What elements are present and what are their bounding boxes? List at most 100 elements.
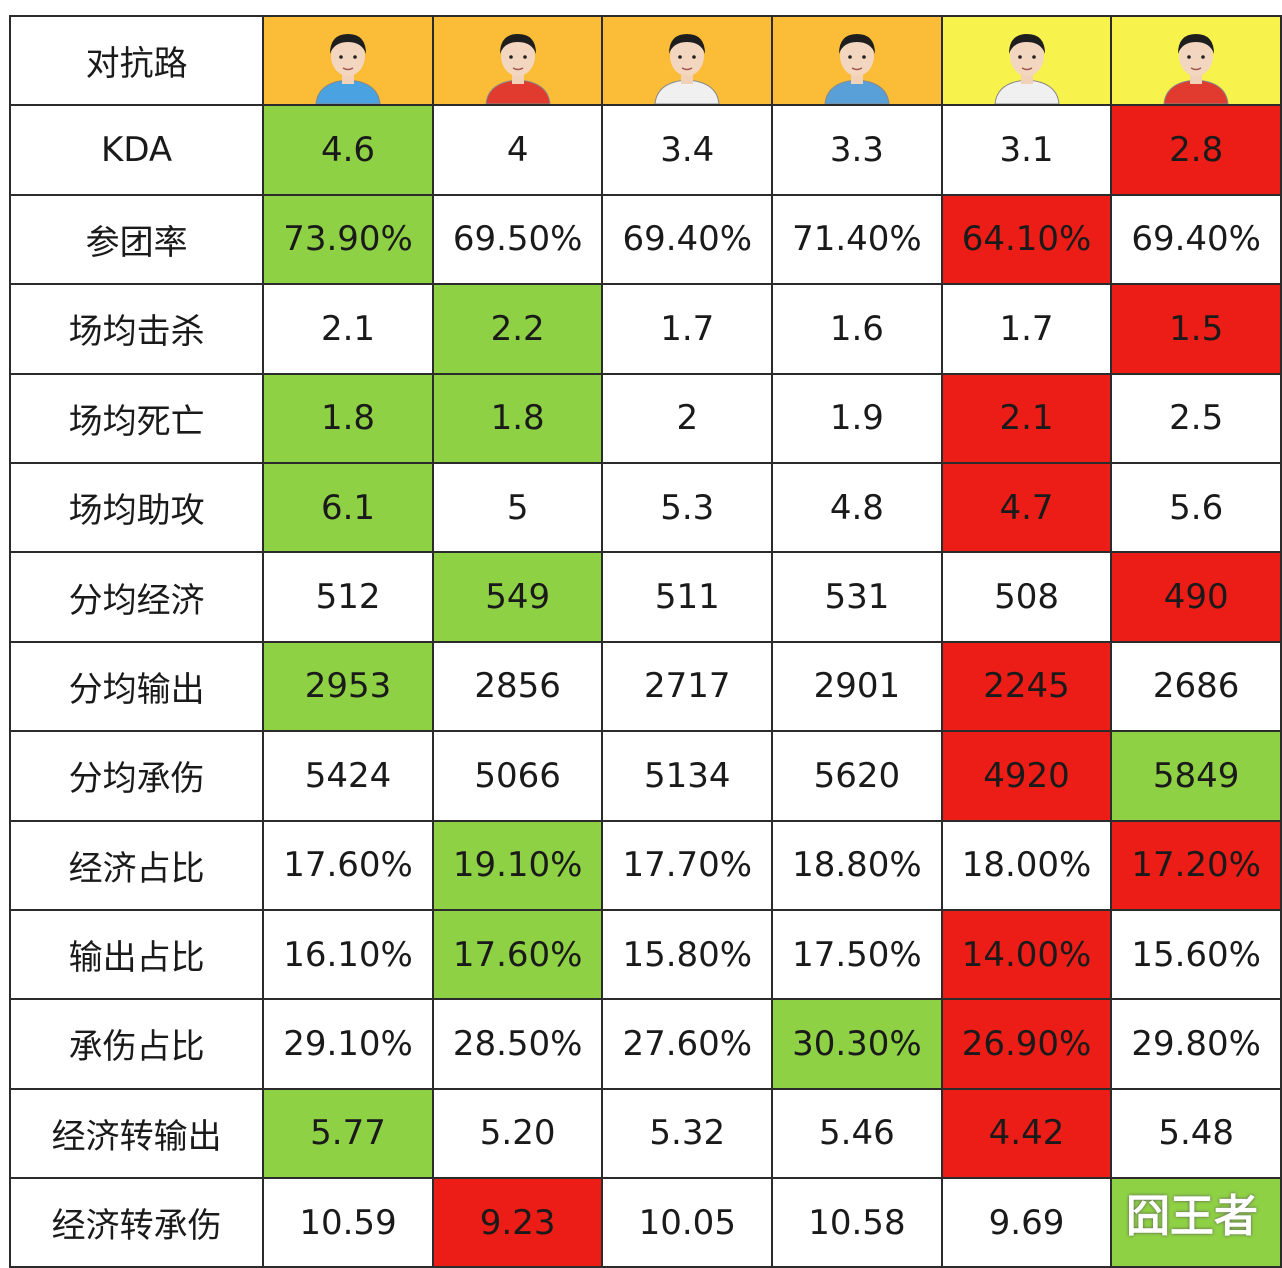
stat-cell: 5.20 [431, 1087, 604, 1180]
stat-cell: 15.80% [601, 908, 774, 1001]
stat-cell: 17.20% [1110, 819, 1282, 911]
player-avatar-1 [262, 14, 434, 107]
stat-cell: 3.4 [601, 104, 774, 196]
stat-cell: 5.3 [601, 461, 774, 554]
row-label: 场均死亡 [8, 372, 265, 464]
stat-cell: 10.05 [601, 1177, 774, 1268]
stat-cell: 19.10% [431, 819, 604, 911]
player-avatar-4 [771, 14, 943, 107]
stats-table: 对抗路 KDA 4.6 4 3.4 3.3 3.1 2.8 参团率 73.90% 69.50% 69… [8, 14, 1282, 1268]
table-row: 经济转输出 5.77 5.20 5.32 5.46 4.42 5.48 [8, 1087, 1282, 1180]
player-portrait-icon [994, 33, 1059, 104]
stat-cell: 2.1 [940, 372, 1113, 464]
stat-cell: 2856 [431, 640, 604, 733]
stat-cell: 4.6 [262, 104, 434, 196]
player-avatar-2 [431, 14, 604, 107]
stat-cell: 17.70% [601, 819, 774, 911]
stat-cell: 2 [601, 372, 774, 464]
row-label: 场均助攻 [8, 461, 265, 554]
table-row: 分均输出 2953 2856 2717 2901 2245 2686 [8, 640, 1282, 733]
stat-cell: 4.8 [771, 461, 943, 554]
stat-cell: 549 [431, 551, 604, 643]
stat-cell: 2686 [1110, 640, 1282, 733]
row-label: 分均经济 [8, 551, 265, 643]
stat-cell: 69.40% [1110, 193, 1282, 286]
row-label: 输出占比 [8, 908, 265, 1001]
stat-cell: 73.90% [262, 193, 434, 286]
stat-cell: 508 [940, 551, 1113, 643]
stat-cell: 4 [431, 104, 604, 196]
stat-cell: 69.40% [601, 193, 774, 286]
row-label: 参团率 [8, 193, 265, 286]
stat-cell: 17.60% [262, 819, 434, 911]
stat-cell: 2.2 [431, 283, 604, 375]
stat-cell: 5.6 [1110, 461, 1282, 554]
stat-cell: 5066 [431, 730, 604, 822]
stat-cell: 15.60% [1110, 908, 1282, 1001]
player-portrait-icon [654, 33, 720, 104]
header-row: 对抗路 [8, 14, 1282, 107]
player-avatar-3 [601, 14, 774, 107]
table-row: KDA 4.6 4 3.4 3.3 3.1 2.8 [8, 104, 1282, 196]
stat-cell: 5.48 [1110, 1087, 1282, 1180]
stat-cell: 10.59 [262, 1177, 434, 1268]
stat-cell: 2953 [262, 640, 434, 733]
stat-cell: 17.60% [431, 908, 604, 1001]
stat-cell: 3.1 [940, 104, 1113, 196]
stat-cell: 27.60% [601, 998, 774, 1090]
watermark-text: 囧王者 [1126, 1191, 1258, 1242]
stat-cell: 1.8 [431, 372, 604, 464]
table-row: 场均击杀 2.1 2.2 1.7 1.6 1.7 1.5 [8, 283, 1282, 375]
stat-cell: 3.3 [771, 104, 943, 196]
header-label: 对抗路 [8, 14, 265, 107]
table-row: 输出占比 16.10% 17.60% 15.80% 17.50% 14.00% 15.60% [8, 908, 1282, 1001]
player-avatar-6 [1110, 14, 1282, 107]
stat-cell: 5.46 [771, 1087, 943, 1180]
stat-cell: 6.1 [262, 461, 434, 554]
row-label: KDA [8, 104, 265, 196]
stat-cell: 5.77 [262, 1087, 434, 1180]
stat-cell: 5849 [1110, 730, 1282, 822]
player-portrait-icon [1163, 33, 1229, 104]
stat-cell: 4.7 [940, 461, 1113, 554]
row-label: 经济转输出 [8, 1087, 265, 1180]
table-row: 经济占比 17.60% 19.10% 17.70% 18.80% 18.00% 17.20% [8, 819, 1282, 911]
stat-cell: 5424 [262, 730, 434, 822]
stat-cell: 1.8 [262, 372, 434, 464]
stat-cell: 10.58 [771, 1177, 943, 1268]
player-portrait-icon [485, 33, 551, 104]
table-row: 分均经济 512 549 511 531 508 490 [8, 551, 1282, 643]
stat-cell: 1.9 [771, 372, 943, 464]
stat-cell: 1.5 [1110, 283, 1282, 375]
stat-cell: 5 [431, 461, 604, 554]
row-label: 分均输出 [8, 640, 265, 733]
stat-cell: 64.10% [940, 193, 1113, 286]
stat-cell [1110, 1177, 1282, 1268]
stat-cell: 5.32 [601, 1087, 774, 1180]
stat-cell: 30.30% [771, 998, 943, 1090]
row-label: 承伤占比 [8, 998, 265, 1090]
player-portrait-icon [824, 33, 890, 104]
stat-cell: 2901 [771, 640, 943, 733]
table-row: 分均承伤 5424 5066 5134 5620 4920 5849 [8, 730, 1282, 822]
player-portrait-icon [315, 33, 381, 104]
stat-cell: 5620 [771, 730, 943, 822]
stat-cell: 1.7 [940, 283, 1113, 375]
stat-cell: 2.8 [1110, 104, 1282, 196]
row-label: 经济转承伤 [8, 1177, 265, 1268]
stat-cell: 71.40% [771, 193, 943, 286]
stat-cell: 17.50% [771, 908, 943, 1001]
stat-cell: 511 [601, 551, 774, 643]
table-row: 场均死亡 1.8 1.8 2 1.9 2.1 2.5 [8, 372, 1282, 464]
stat-cell: 531 [771, 551, 943, 643]
stat-cell: 26.90% [940, 998, 1113, 1090]
stat-cell: 2245 [940, 640, 1113, 733]
stat-cell: 4.42 [940, 1087, 1113, 1180]
table-row: 承伤占比 29.10% 28.50% 27.60% 30.30% 26.90% 29.80% [8, 998, 1282, 1090]
stat-cell: 1.7 [601, 283, 774, 375]
stat-cell: 29.80% [1110, 998, 1282, 1090]
stat-cell: 29.10% [262, 998, 434, 1090]
stat-cell: 5134 [601, 730, 774, 822]
row-label: 场均击杀 [8, 283, 265, 375]
stat-cell: 28.50% [431, 998, 604, 1090]
